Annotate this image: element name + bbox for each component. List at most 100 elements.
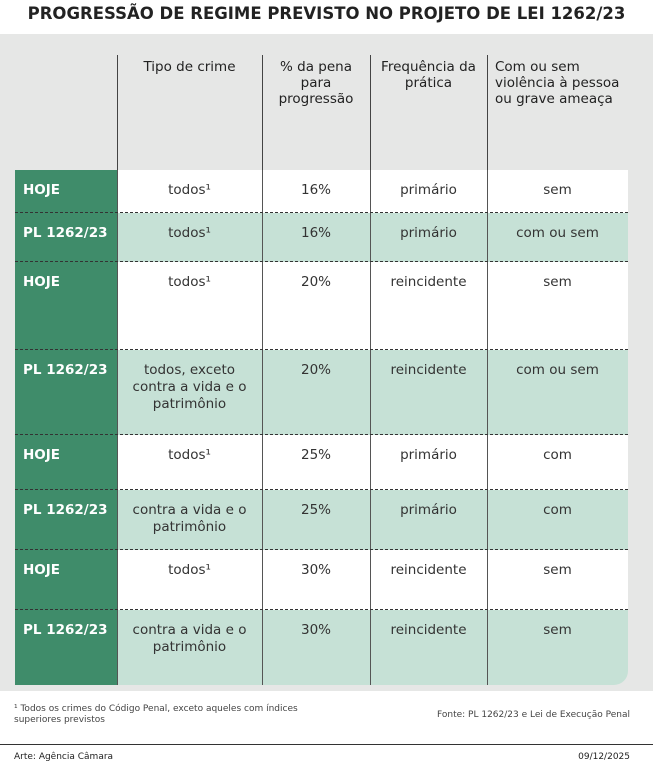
cell: 20%: [300, 362, 331, 378]
row-bg: [117, 213, 628, 262]
cell: todos¹: [168, 562, 211, 578]
column-divider: [117, 213, 118, 262]
column-divider: [262, 213, 263, 262]
cell: 30%: [300, 562, 331, 578]
column-divider: [117, 262, 118, 350]
label-column: [15, 170, 117, 685]
cell: reincidente: [390, 362, 467, 378]
column-divider: [487, 262, 488, 350]
row-bg: [117, 490, 628, 550]
column-header: Tipo de crime: [143, 59, 236, 75]
cell: 16%: [300, 225, 331, 241]
row-label: PL 1262/23: [23, 362, 108, 378]
column-divider: [117, 490, 118, 550]
cell: com ou sem: [516, 225, 599, 241]
column-header: % da pena para progressão: [278, 59, 354, 107]
column-divider: [262, 262, 263, 350]
row-label: HOJE: [23, 274, 61, 290]
column-divider: [262, 490, 263, 550]
cell: com: [543, 447, 572, 463]
column-divider: [370, 262, 371, 350]
column-divider: [370, 213, 371, 262]
column-divider: [370, 550, 371, 610]
footnote: ¹ Todos os crimes do Código Penal, excet…: [14, 704, 298, 725]
row-divider: [15, 261, 628, 262]
cell: 20%: [300, 274, 331, 290]
cell: 30%: [300, 622, 331, 638]
cell: 25%: [300, 447, 331, 463]
cell: primário: [400, 225, 457, 241]
cell: sem: [543, 182, 572, 198]
cell: com: [543, 502, 572, 518]
row-bg: [117, 170, 628, 213]
cell: com ou sem: [516, 362, 599, 378]
date: 09/12/2025: [578, 752, 630, 762]
column-divider: [262, 610, 263, 685]
cell: reincidente: [390, 274, 467, 290]
row-divider: [15, 549, 628, 550]
column-divider: [370, 610, 371, 685]
row-label: HOJE: [23, 562, 61, 578]
column-divider: [117, 170, 118, 213]
row-label: HOJE: [23, 182, 61, 198]
cell: sem: [543, 562, 572, 578]
column-header: Frequência da prática: [381, 59, 476, 91]
rule: [0, 744, 653, 745]
column-divider: [262, 55, 263, 170]
column-divider: [487, 490, 488, 550]
column-divider: [262, 435, 263, 490]
cell: contra a vida e o patrimônio: [132, 502, 247, 535]
credit: Arte: Agência Câmara: [14, 752, 114, 762]
column-divider: [487, 170, 488, 213]
cell: todos, exceto contra a vida e o patrimôn…: [132, 362, 247, 412]
row-bg: [117, 550, 628, 610]
row-label: PL 1262/23: [23, 225, 108, 241]
cell: todos¹: [168, 274, 211, 290]
column-divider: [117, 350, 118, 435]
title: PROGRESSÃO DE REGIME PREVISTO NO PROJETO…: [27, 4, 626, 23]
cell: sem: [543, 622, 572, 638]
column-header: Com ou sem violência à pessoa ou grave a…: [495, 59, 620, 107]
row-bg: [117, 262, 628, 350]
column-divider: [487, 55, 488, 170]
cell: reincidente: [390, 622, 467, 638]
row-label: PL 1262/23: [23, 502, 108, 518]
source: Fonte: PL 1262/23 e Lei de Execução Pena…: [437, 710, 630, 720]
column-divider: [117, 435, 118, 490]
row-bg: [117, 435, 628, 490]
column-divider: [487, 350, 488, 435]
row-divider: [15, 212, 628, 213]
cell: primário: [400, 182, 457, 198]
row-divider: [15, 609, 628, 610]
cell: todos¹: [168, 225, 211, 241]
column-divider: [117, 550, 118, 610]
column-divider: [370, 350, 371, 435]
column-divider: [370, 490, 371, 550]
column-divider: [117, 55, 118, 170]
row-label: PL 1262/23: [23, 622, 108, 638]
row-divider: [15, 349, 628, 350]
cell: primário: [400, 502, 457, 518]
column-divider: [487, 610, 488, 685]
column-divider: [117, 610, 118, 685]
column-divider: [262, 170, 263, 213]
row-label: HOJE: [23, 447, 61, 463]
cell: primário: [400, 447, 457, 463]
column-divider: [262, 550, 263, 610]
column-divider: [370, 170, 371, 213]
cell: 16%: [300, 182, 331, 198]
column-divider: [487, 435, 488, 490]
cell: contra a vida e o patrimônio: [132, 622, 247, 655]
column-divider: [262, 350, 263, 435]
column-divider: [487, 550, 488, 610]
cell: todos¹: [168, 182, 211, 198]
column-divider: [370, 55, 371, 170]
cell: sem: [543, 274, 572, 290]
column-divider: [487, 213, 488, 262]
cell: reincidente: [390, 562, 467, 578]
cell: 25%: [300, 502, 331, 518]
row-divider: [15, 434, 628, 435]
row-bg: [117, 350, 628, 435]
